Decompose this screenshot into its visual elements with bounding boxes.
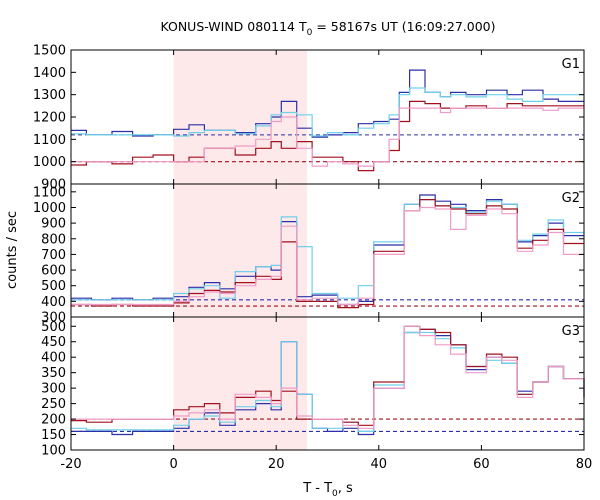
series-line [71, 331, 585, 432]
y-tick-label: 100 [41, 444, 66, 459]
series-line [71, 194, 584, 306]
y-tick-label: 1200 [33, 111, 66, 126]
x-axis-title: T - T0, s [302, 481, 353, 499]
series-line [71, 100, 584, 172]
highlight-interval [173, 50, 307, 450]
x-tick-label: 0 [169, 457, 177, 472]
y-tick-label: 200 [41, 413, 66, 428]
y-tick-label: 300 [41, 311, 66, 326]
chart-title-suffix: = 58167s UT (16:09:27.000) [312, 19, 495, 34]
series-line [71, 325, 585, 426]
y-tick-label: 400 [41, 295, 66, 310]
y-tick-label: 900 [41, 178, 66, 193]
chart-title: KONUS-WIND 080114 T0 = 58167s UT (16:09:… [160, 19, 495, 38]
y-tick-label: 1100 [33, 133, 66, 148]
x-axis-title-prefix: T - T [302, 481, 332, 496]
y-tick-label: 1500 [33, 44, 66, 59]
chart-title-prefix: KONUS-WIND 080114 T [160, 19, 306, 34]
y-tick-label: 150 [41, 428, 66, 443]
y-tick-label: 900 [41, 217, 66, 232]
series-line [71, 325, 585, 429]
x-tick-label: -20 [60, 457, 81, 472]
series-line [71, 199, 584, 301]
y-tick-label: 350 [41, 366, 66, 381]
y-tick-label: 1000 [33, 201, 66, 216]
series-line [71, 206, 584, 306]
x-tick-label: 80 [576, 457, 593, 472]
y-tick-label: 1000 [33, 155, 66, 170]
panel-g1: 900 1000 1100 1200 1300 1400 1500 G1 [33, 44, 585, 193]
y-axis-title: counts / sec [5, 211, 20, 289]
y-tick-label: 500 [41, 320, 66, 335]
panel-label: G2 [562, 191, 580, 206]
x-tick-label: 40 [371, 457, 388, 472]
y-tick-label: 450 [41, 335, 66, 350]
series-line [71, 107, 584, 167]
x-tick-label: 60 [473, 457, 490, 472]
series-line [71, 87, 584, 137]
y-tick-label: 400 [41, 351, 66, 366]
x-axis-title-suffix: , s [338, 481, 353, 496]
y-tick-label: 1300 [33, 88, 66, 103]
chart-body: 900100011001200130014001500G130040050060… [33, 44, 592, 473]
x-tick-label: 20 [268, 457, 285, 472]
y-tick-label: 500 [41, 279, 66, 294]
series-line [71, 199, 584, 309]
y-tick-label: 300 [41, 382, 66, 397]
x-axis-title-subscript: 0 [332, 489, 338, 499]
panel-label: G3 [562, 324, 580, 339]
chart-title-subscript: 0 [307, 28, 313, 38]
panel-frame [70, 316, 585, 451]
y-tick-label: 250 [41, 397, 66, 412]
y-tick-label: 800 [41, 232, 66, 247]
y-tick-label: 600 [41, 264, 66, 279]
y-tick-label: 700 [41, 248, 66, 263]
y-tick-label: 1400 [33, 66, 66, 81]
y-tick-label: 1100 [33, 185, 66, 200]
panel-label: G1 [562, 57, 580, 72]
